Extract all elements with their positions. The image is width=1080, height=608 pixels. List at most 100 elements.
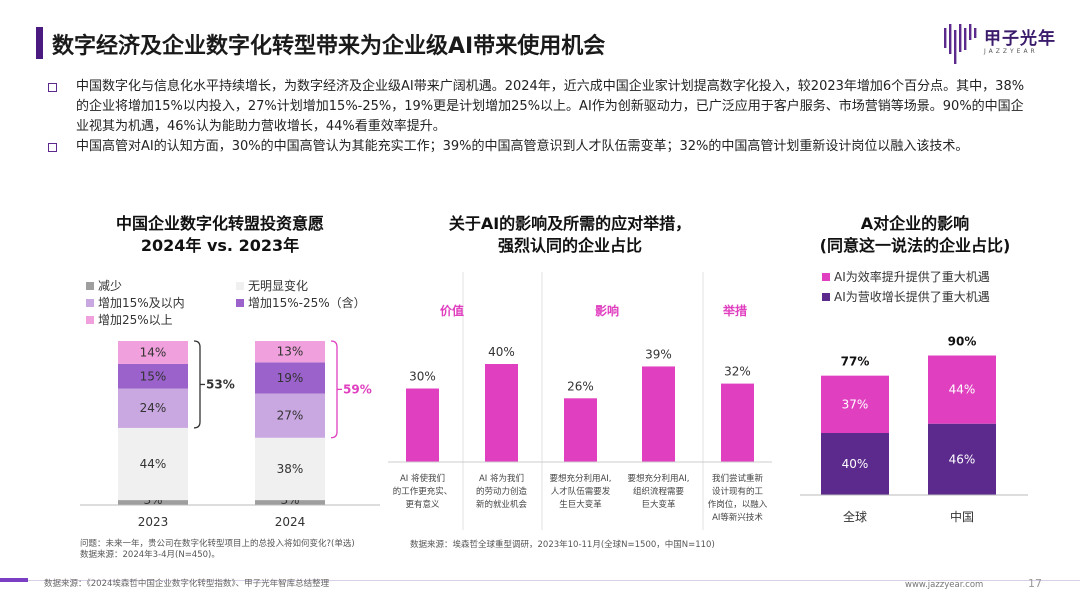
chart1-value-label: 44% [140,457,167,471]
chart2-title-line1: 关于AI的影响及所需的应对举措， [448,214,692,233]
chart3-plot: 40% 37% 77% 全球 46% 44% 90% 中国 [800,335,1028,524]
chart2-category-label: 巨大变革 [641,499,676,510]
chart1-value-label: 15% [140,369,167,383]
chart2-value-label: 39% [645,347,672,361]
title-accent-bar [36,27,43,59]
chart3-value-label: 40% [842,457,869,471]
legend-swatch [86,282,94,290]
chart2-value-label: 26% [567,379,594,393]
chart2-note-source: 数据来源：埃森哲全球重型调研，2023年10-11月(全球N=1500，中国N=… [410,540,715,550]
footer-url: www.jazzyear.com [905,580,984,590]
legend-swatch [236,299,244,307]
chart1-bar-segment [118,427,188,501]
chart3-title: A对企业的影响 (同意这一说法的企业占比) [790,213,1040,257]
chart3-value-label: 46% [949,452,976,466]
bullet-2-text: 中国高管对AI的认知方面，30%的中国高管认为其能充实工作；39%的中国高管意识… [76,139,969,154]
chart3-bar-segment [821,375,889,433]
chart2-category-label: 新的就业机会 [476,499,528,510]
chart3-legend-label: AI为营收增长提供了重大机遇 [834,290,990,304]
chart1-title: 中国企业数字化转盟投资意愿 2024年 vs. 2023年 [70,213,370,257]
chart2-category-label: 作岗位，以融入 [708,499,768,510]
jazzyear-logo-icon [944,24,977,64]
chart3-category-label: 中国 [950,509,974,524]
logo-subtitle: JAZZYEAR [984,48,1038,55]
chart1-plot: 3%44%24%15%14%202353%3%38%27%19%13%20245… [80,340,380,529]
bullet-1-text: 中国数字化与信息化水平持续增长，为数字经济及企业级AI带来广阔机遇。2024年，… [76,79,1025,134]
chart1-bar-segment [255,500,325,505]
chart1-legend-item: 增加15%及以内 [86,294,185,311]
chart2-category-label: 的工作更充实、 [393,486,453,497]
chart1-value-label: 13% [277,345,304,359]
chart1-title-line1: 中国企业数字化转盟投资意愿 [115,214,324,233]
bullet-1: 中国数字化与信息化水平持续增长，为数字经济及企业级AI带来广阔机遇。2024年，… [48,77,1032,137]
chart1-bar-segment [118,388,188,428]
chart1-bracket-label: 53% [206,377,235,391]
chart1-legend-label: 增加15%及以内 [98,296,185,310]
chart1-bracket [330,340,338,439]
chart2-category-label: 的劳动力创造 [476,486,528,497]
chart3-legend-label: AI为效率提升提供了重大机遇 [834,270,990,284]
chart3-title-line1: A对企业的影响 [860,214,970,233]
legend-swatch [86,316,94,324]
chart2-bar [642,366,675,462]
chart2-value-label: 32% [724,365,751,379]
legend-swatch [822,273,830,281]
chart2-category-label: AI 将为我们 [479,473,524,484]
chart2-category-label: AI 将使我们 [400,473,445,484]
chart2-bar [406,388,439,462]
chart2-category-label: AI等新兴技术 [712,512,763,523]
chart2-bar [564,398,597,462]
chart1-value-label: 38% [277,462,304,476]
chart2-title: 关于AI的影响及所需的应对举措， 强烈认同的企业占比 [400,213,740,257]
chart1-note-source: 数据来源：2024年3-4月(N=450)。 [80,550,220,560]
chart3-value-label: 37% [842,397,869,411]
chart1-legend-item: 增加25%以上 [86,311,173,328]
chart3-total-label: 77% [841,355,870,369]
chart3-bar-segment [821,433,889,495]
chart1-bracket-label: 59% [343,382,372,396]
legend-swatch [86,299,94,307]
chart1-bar-segment [255,362,325,394]
chart2-bar [721,383,754,462]
chart3-legend-item: AI为效率提升提供了重大机遇 [822,268,990,285]
chart2-title-line2: 强烈认同的企业占比 [497,236,642,255]
chart2-category-label: 要想充分利用AI, [627,473,689,484]
footer-source: 数据来源：《2024埃森哲中国企业数字化转型指数》、甲子光年智库总结整理 [44,579,330,589]
chart2-category-label: 人才队伍需要发 [551,486,611,497]
square-bullet-icon [48,83,57,92]
chart1-legend-item: 增加15%-25%（含） [236,294,366,311]
footer-divider [0,580,1080,581]
chart2-category-label: 设计现有的工 [712,486,764,497]
chart1-legend-item: 减少 [86,277,122,294]
chart1-value-label: 14% [140,345,167,359]
chart1-legend-label: 无明显变化 [248,279,309,293]
page-number: 17 [1028,577,1042,590]
footer-accent [0,578,28,582]
chart2-category-label: 我们尝试重新 [712,473,764,484]
chart3-title-line2: (同意这一说法的企业占比) [819,236,1011,255]
chart1-bar-segment [118,363,188,389]
chart2-group-label: 价值 [440,303,464,318]
chart2-category-label: 生巨大变革 [559,499,602,510]
chart1-category-label: 2024 [275,515,306,529]
bullet-2: 中国高管对AI的认知方面，30%的中国高管认为其能充实工作；39%的中国高管意识… [48,137,1032,157]
chart2-category-label: 更有意义 [405,499,440,510]
chart2-bar [485,364,518,462]
chart1-bar-segment [118,500,188,505]
chart1-value-label: 27% [277,409,304,423]
chart3-bar-segment [928,355,996,424]
chart1-bar-segment [255,341,325,363]
chart2-group-label: 举措 [722,303,747,318]
square-bullet-icon [48,143,57,152]
chart1-bar-segment [255,437,325,501]
chart1-title-line2: 2024年 vs. 2023年 [140,236,300,255]
legend-swatch [236,282,244,290]
logo-name: 甲子光年 [984,29,1056,49]
chart3-bar-segment [928,423,996,495]
chart3-value-label: 44% [949,383,976,397]
chart1-bar-segment [255,393,325,438]
chart2-category-label: 要想充分利用AI, [549,473,611,484]
chart2-category-label: 组织流程需要 [633,486,685,497]
chart1-value-label: 19% [277,371,304,385]
